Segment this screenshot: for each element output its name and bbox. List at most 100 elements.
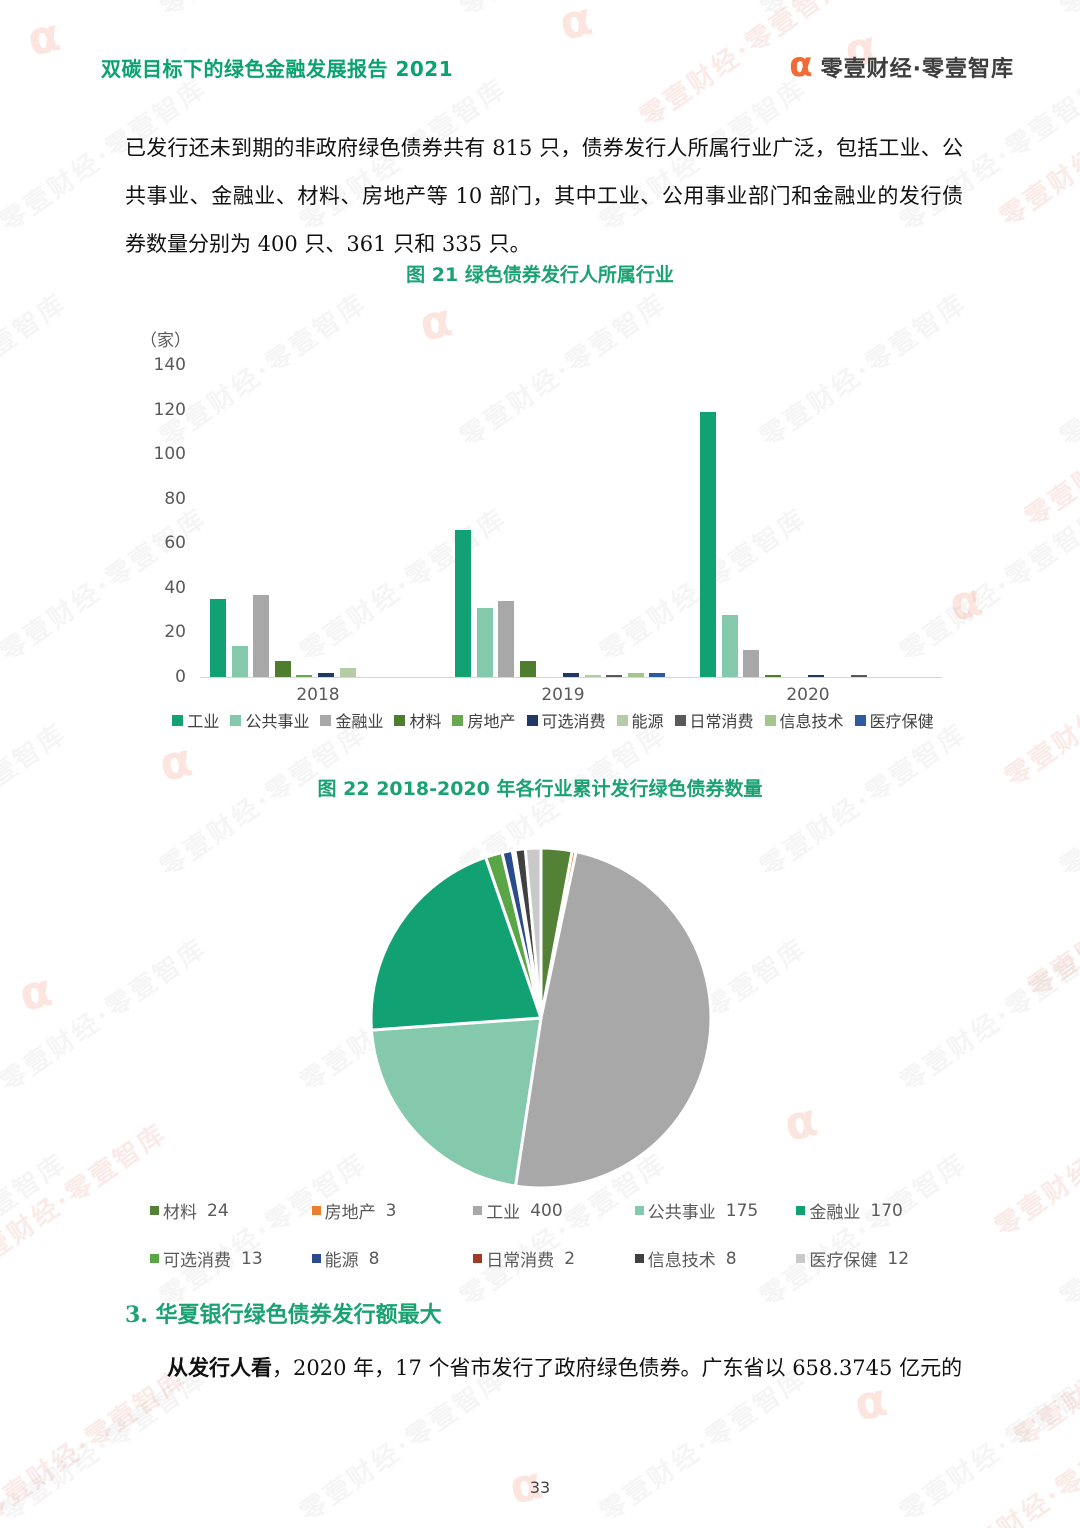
legend-item-材料: 材料 bbox=[394, 708, 441, 732]
legend-value: 3 bbox=[385, 1200, 397, 1221]
pie-slice-工业 bbox=[514, 850, 713, 1190]
bar-公共事业-2018 bbox=[232, 646, 248, 677]
bar-信息技术-2019 bbox=[628, 673, 644, 677]
legend-label: 日常消费 bbox=[689, 712, 754, 731]
pie-legend-item-材料: 材料 24 bbox=[150, 1198, 304, 1223]
legend-label: 可选消费 bbox=[163, 1251, 231, 1271]
legend-swatch-icon bbox=[311, 1206, 321, 1215]
pie-slice-公共事业 bbox=[369, 1016, 543, 1188]
legend-label: 材料 bbox=[163, 1203, 197, 1223]
bar-chart-legend: 工业 公共事业 金融业 材料 房地产 可选消费 能源 日常消费 信息技术 医疗保健 bbox=[158, 708, 948, 732]
legend-label: 能源 bbox=[324, 1251, 359, 1271]
legend-label: 金融业 bbox=[809, 1203, 861, 1223]
bar-工业-2020 bbox=[700, 412, 716, 677]
bar-材料-2020 bbox=[765, 675, 781, 677]
pie-legend-item-能源: 能源 8 bbox=[311, 1246, 466, 1271]
legend-item-能源: 能源 bbox=[616, 708, 664, 732]
legend-label: 材料 bbox=[409, 712, 442, 731]
paragraph-rest: ，2020 年，17 个省市发行了政府绿色债券。广东省以 658.3745 亿元… bbox=[272, 1356, 963, 1380]
pie-chart-figure22 bbox=[363, 840, 719, 1196]
bar-chart-figure21: （家） 0 20 40 60 80 100 120 140 2018 2019 2020 工业 公共事… bbox=[140, 320, 950, 745]
bar-材料-2019 bbox=[520, 661, 536, 677]
legend-item-房地产: 房地产 bbox=[452, 708, 516, 732]
bar-工业-2019 bbox=[455, 530, 471, 677]
y-axis-tick-label: 120 bbox=[153, 399, 186, 420]
brand-name: 零壹财经·零壹智库 bbox=[820, 57, 1014, 82]
legend-label: 医疗保健 bbox=[869, 712, 934, 731]
bar-可选消费-2018 bbox=[318, 673, 334, 677]
x-axis-label-2018: 2018 bbox=[296, 685, 340, 705]
x-axis-line bbox=[200, 677, 942, 678]
legend-label: 工业 bbox=[486, 1203, 521, 1223]
bar-金融业-2020 bbox=[743, 650, 759, 677]
legend-value: 175 bbox=[725, 1200, 759, 1221]
bar-金融业-2018 bbox=[253, 595, 269, 677]
legend-swatch-icon bbox=[526, 714, 538, 726]
bar-能源-2019 bbox=[585, 675, 601, 677]
report-title: 双碳目标下的绿色金融发展报告 2021 bbox=[101, 56, 454, 81]
pie-legend-item-医疗保健: 医疗保健 12 bbox=[796, 1246, 950, 1271]
bar-工业-2018 bbox=[210, 599, 226, 677]
legend-label: 日常消费 bbox=[486, 1251, 555, 1271]
y-axis-tick-label: 0 bbox=[175, 667, 186, 687]
figure21-caption: 图 21 绿色债券发行人所属行业 bbox=[406, 264, 674, 286]
pie-legend-item-可选消费: 可选消费 13 bbox=[150, 1246, 304, 1271]
legend-item-医疗保健: 医疗保健 bbox=[854, 708, 934, 732]
bar-房地产-2018 bbox=[296, 675, 312, 677]
legend-label: 房地产 bbox=[467, 712, 516, 731]
pie-slice-医疗保健 bbox=[523, 846, 543, 1020]
legend-value: 8 bbox=[725, 1248, 737, 1269]
legend-item-日常消费: 日常消费 bbox=[674, 708, 754, 732]
bar-材料-2018 bbox=[275, 661, 291, 677]
body-paragraph: 已发行还未到期的非政府绿色债券共有 815 只，债券发行人所属行业广泛，包括工业… bbox=[125, 136, 963, 256]
legend-label: 信息技术 bbox=[779, 712, 844, 731]
x-axis-label-2020: 2020 bbox=[786, 685, 830, 705]
y-axis-tick-label: 100 bbox=[153, 444, 186, 465]
legend-label: 金融业 bbox=[335, 712, 384, 731]
bar-可选消费-2020 bbox=[808, 675, 824, 677]
legend-item-工业: 工业 bbox=[172, 708, 219, 732]
paragraph-lead: 从发行人看 bbox=[167, 1355, 272, 1380]
legend-label: 能源 bbox=[631, 712, 664, 731]
bar-日常消费-2019 bbox=[606, 675, 622, 677]
legend-label: 工业 bbox=[187, 712, 220, 731]
pie-chart-svg bbox=[369, 846, 713, 1190]
legend-swatch-icon bbox=[634, 1254, 644, 1263]
page-header: 双碳目标下的绿色金融发展报告 2021 α 零壹财经·零壹智库 bbox=[101, 45, 1014, 85]
legend-value: 2 bbox=[564, 1248, 576, 1269]
y-axis-tick-label: 40 bbox=[164, 577, 186, 598]
legend-value: 13 bbox=[241, 1248, 263, 1269]
legend-swatch-icon bbox=[634, 1206, 644, 1215]
body-paragraph-2: 从发行人看，2020 年，17 个省市发行了政府绿色债券。广东省以 658.37… bbox=[125, 1344, 963, 1392]
y-axis-unit-label: （家） bbox=[140, 331, 191, 351]
legend-swatch-icon bbox=[320, 714, 332, 726]
legend-value: 170 bbox=[870, 1200, 903, 1221]
bar-group-2018 bbox=[210, 365, 426, 677]
legend-label: 可选消费 bbox=[541, 712, 606, 731]
legend-swatch-icon bbox=[172, 714, 184, 726]
pie-slice-金融业 bbox=[369, 855, 543, 1032]
y-axis-tick-label: 60 bbox=[164, 533, 186, 554]
legend-swatch-icon bbox=[674, 714, 686, 726]
pie-legend-item-房地产: 房地产 3 bbox=[311, 1198, 466, 1223]
bar-金融业-2019 bbox=[498, 601, 514, 677]
legend-swatch-icon bbox=[616, 714, 628, 726]
legend-swatch-icon bbox=[473, 1254, 483, 1263]
bar-group-2020 bbox=[700, 365, 916, 677]
legend-swatch-icon bbox=[150, 1206, 159, 1215]
legend-swatch-icon bbox=[150, 1254, 159, 1263]
legend-swatch-icon bbox=[854, 714, 866, 726]
pie-chart-legend: 材料 24 房地产 3 工业 400 公共事业 175 金融业 170 可选消费 13 能源 8 日常消费 2… bbox=[150, 1198, 950, 1271]
legend-label: 医疗保健 bbox=[809, 1251, 878, 1271]
bar-plot-area: 0 20 40 60 80 100 120 140 2018 2019 2020 bbox=[154, 355, 942, 705]
pie-legend-item-公共事业: 公共事业 175 bbox=[634, 1198, 789, 1223]
alpha-logo-icon: α bbox=[789, 45, 813, 85]
legend-value: 8 bbox=[368, 1248, 380, 1269]
bar-公共事业-2020 bbox=[722, 615, 738, 677]
bar-公共事业-2019 bbox=[477, 608, 493, 677]
legend-item-可选消费: 可选消费 bbox=[526, 708, 606, 732]
legend-value: 400 bbox=[530, 1200, 563, 1221]
legend-value: 12 bbox=[887, 1248, 910, 1269]
legend-item-金融业: 金融业 bbox=[320, 708, 383, 732]
